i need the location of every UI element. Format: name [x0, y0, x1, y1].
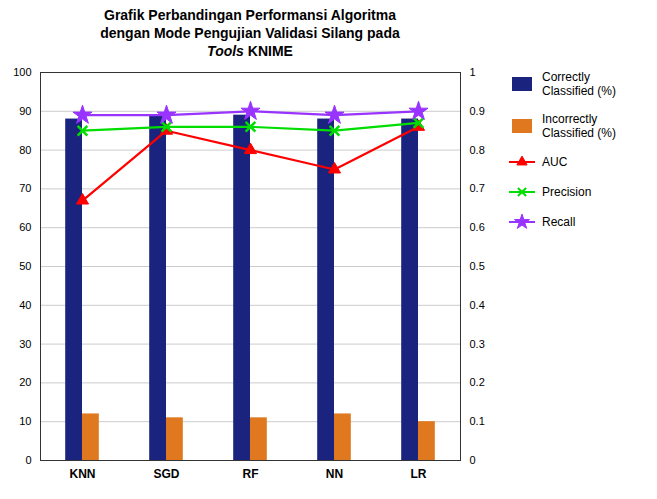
- svg-text:0.3: 0.3: [470, 338, 485, 350]
- svg-text:0.1: 0.1: [470, 415, 485, 427]
- svg-text:LR: LR: [411, 467, 427, 481]
- svg-text:90: 90: [19, 105, 31, 117]
- svg-text:0.9: 0.9: [470, 105, 485, 117]
- svg-text:70: 70: [19, 182, 31, 194]
- html-text:AUC: AUC: [542, 155, 568, 169]
- svg-text:RF: RF: [243, 467, 259, 481]
- svg-text:80: 80: [19, 144, 31, 156]
- svg-text:0.8: 0.8: [470, 144, 485, 156]
- svg-text:60: 60: [19, 221, 31, 233]
- svg-text:40: 40: [19, 299, 31, 311]
- svg-text:1: 1: [470, 66, 476, 78]
- svg-text:0: 0: [25, 454, 31, 466]
- svg-text:100: 100: [13, 66, 31, 78]
- svg-text:0.2: 0.2: [470, 376, 485, 388]
- html-text:Incorrectly Classified (%): Incorrectly Classified (%): [542, 112, 616, 140]
- svg-text:0.4: 0.4: [470, 299, 485, 311]
- html-text:Grafik Perbandingan Performans: Grafik Perbandingan Performansi Algoritm…: [104, 7, 396, 23]
- html-text:Tools KNIME: Tools KNIME: [207, 43, 293, 59]
- svg-text:SGD: SGD: [153, 467, 179, 481]
- svg-text:0.5: 0.5: [470, 260, 485, 272]
- svg-text:NN: NN: [326, 467, 343, 481]
- svg-text:50: 50: [19, 260, 31, 272]
- svg-text:0.6: 0.6: [470, 221, 485, 233]
- html-text:Precision: Precision: [542, 185, 592, 199]
- html-text:dengan Mode Pengujian Validasi: dengan Mode Pengujian Validasi Silang pa…: [100, 25, 400, 41]
- html-text:Correctly Classified (%): Correctly Classified (%): [542, 70, 616, 98]
- svg-text:KNN: KNN: [70, 467, 96, 481]
- svg-text:30: 30: [19, 338, 31, 350]
- svg-text:10: 10: [19, 415, 31, 427]
- html-text:Recall: Recall: [542, 215, 576, 229]
- svg-text:0: 0: [470, 454, 476, 466]
- svg-text:0.7: 0.7: [470, 182, 485, 194]
- svg-text:20: 20: [19, 376, 31, 388]
